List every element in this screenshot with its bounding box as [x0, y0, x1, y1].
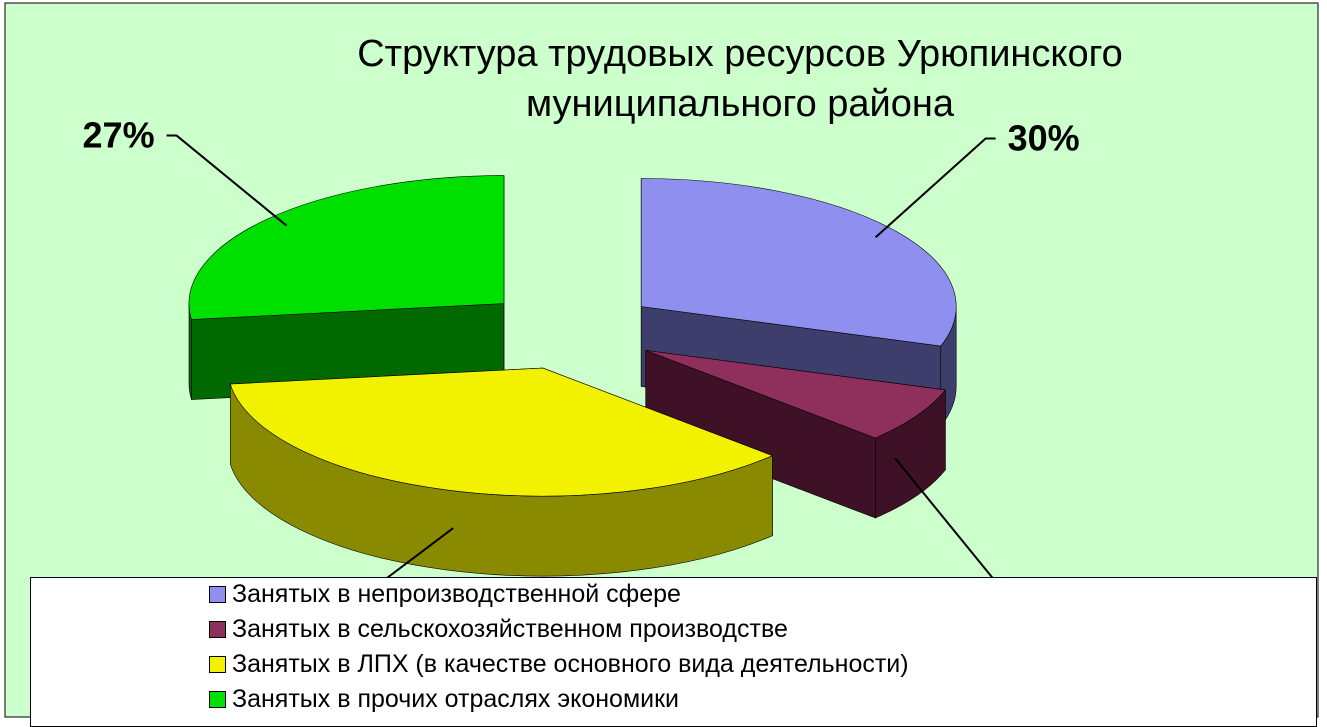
leader-line	[166, 134, 288, 227]
legend-item: Занятых в сельскохозяйственном производс…	[209, 615, 788, 644]
data-label: 30%	[1008, 117, 1080, 158]
legend-item: Занятых в ЛПХ (в качестве основного вида…	[209, 650, 909, 679]
slice-top	[229, 367, 774, 497]
legend-swatch	[209, 586, 226, 603]
legend: Занятых в непроизводственной сфере Занят…	[30, 577, 1317, 727]
chart-title-line-1: Структура трудовых ресурсов Урюпинского	[357, 33, 1123, 75]
legend-label: Занятых в непроизводственной сфере	[232, 580, 681, 608]
pie-slices	[188, 175, 957, 577]
legend-swatch	[209, 656, 226, 673]
legend-swatch	[209, 691, 226, 708]
pie-slice	[229, 367, 774, 577]
slice-top	[640, 178, 957, 347]
legend-swatch	[209, 621, 226, 638]
legend-label: Занятых в сельскохозяйственном производс…	[232, 615, 788, 643]
legend-label: Занятых в прочих отраслях экономики	[232, 685, 679, 713]
legend-label: Занятых в ЛПХ (в качестве основного вида…	[232, 650, 909, 678]
legend-item: Занятых в прочих отраслях экономики	[209, 685, 679, 714]
slice-top	[645, 350, 946, 439]
leader-line	[874, 137, 996, 239]
data-label: 27%	[83, 115, 155, 156]
legend-item: Занятых в непроизводственной сфере	[209, 580, 681, 609]
chart-title-line-2: муниципального района	[526, 83, 955, 125]
slice-top	[188, 175, 505, 320]
